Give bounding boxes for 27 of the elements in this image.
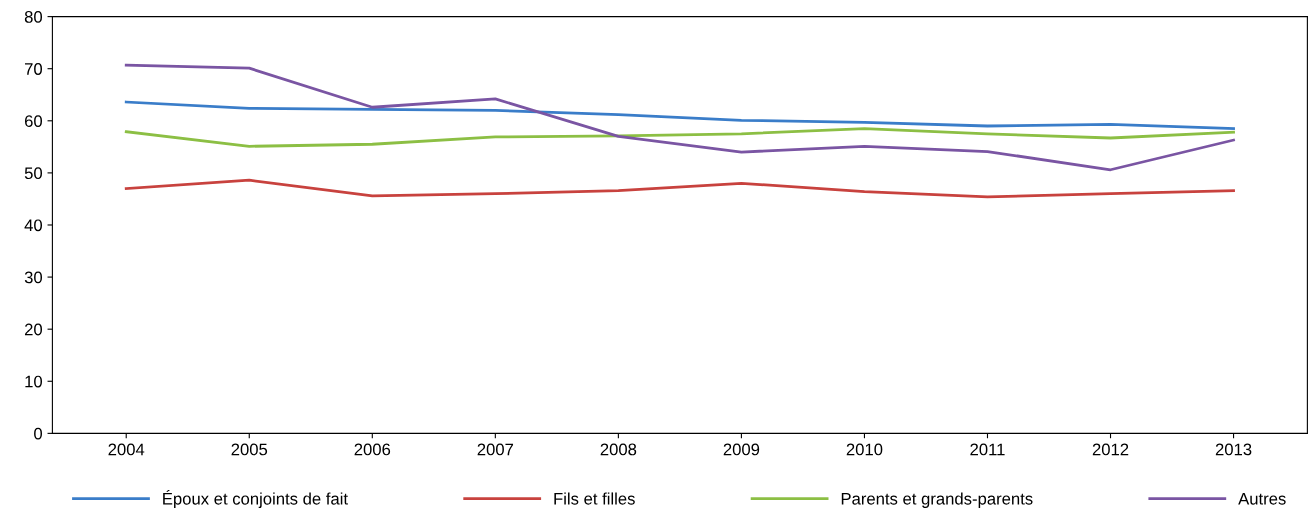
x-tick-label: 2005 <box>231 443 268 456</box>
line-series <box>124 100 1235 130</box>
x-tick-label: 2009 <box>723 443 760 456</box>
y-tick-label: 30 <box>24 271 43 284</box>
line-series <box>124 178 1235 199</box>
y-tick-label: 70 <box>25 63 43 75</box>
legend-label: Époux et conjoints de fait <box>163 490 348 508</box>
y-tick-label: 80 <box>24 11 43 23</box>
x-tick-label: 2010 <box>846 443 883 456</box>
y-tick-label: 40 <box>24 219 43 232</box>
y-tick-label: 60 <box>24 115 43 127</box>
x-tick-label: 2008 <box>600 443 637 456</box>
y-tick-label: 10 <box>25 375 43 388</box>
x-tick-label: 2012 <box>1092 443 1129 456</box>
x-tick-label: 2006 <box>354 443 391 456</box>
legend-label: Parents et grands-parents <box>841 492 1033 508</box>
y-tick-label: 50 <box>24 167 43 180</box>
x-tick-label: 2011 <box>970 443 1005 456</box>
line-series <box>124 127 1235 148</box>
y-tick-label: 0 <box>34 427 43 440</box>
y-tick-label: 20 <box>24 323 43 336</box>
x-tick-label: 2013 <box>1215 443 1252 456</box>
line-series <box>124 63 1235 172</box>
legend-label: Fils et filles <box>554 492 635 505</box>
legend-label: Autres <box>1238 493 1286 505</box>
x-tick-label: 2004 <box>108 443 145 456</box>
x-tick-label: 2007 <box>477 443 514 456</box>
